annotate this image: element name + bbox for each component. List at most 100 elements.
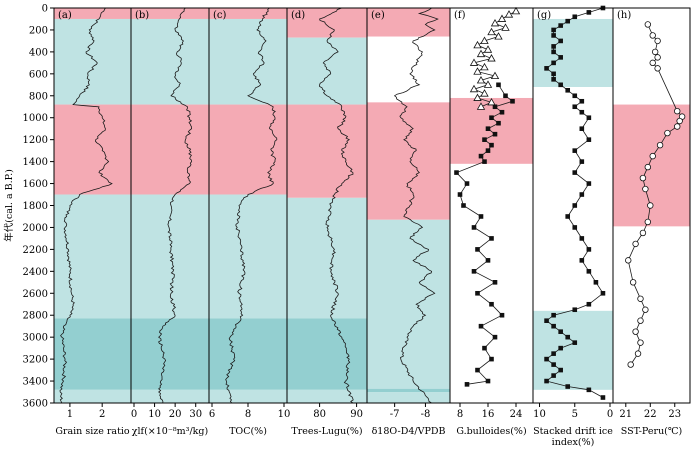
data-point-f-0-17 [483, 80, 493, 88]
band-b-1 [131, 18, 209, 105]
data-point-g-0-28 [579, 192, 585, 197]
data-point-h-0-19 [639, 229, 647, 237]
data-point-f-1-33 [485, 378, 491, 384]
data-point-f-1-3 [492, 104, 498, 110]
data-point-g-0-5 [551, 27, 556, 33]
y-tick-label-5: 1000 [23, 113, 48, 124]
y-tick-label-17: 3400 [23, 377, 48, 388]
axes-layer [50, 7, 691, 407]
data-point-g-0-40 [551, 312, 556, 318]
band-e-2 [367, 219, 450, 389]
y-tick-label-10: 2000 [23, 223, 48, 234]
x-axis-label-a: Grain size ratio [55, 426, 130, 437]
climate-bands-layer [54, 8, 690, 403]
data-point-g-0-20 [579, 109, 585, 115]
data-point-h-0-26 [632, 328, 639, 335]
data-point-g-0-21 [586, 115, 592, 121]
x-tick-label-c-1: 8 [245, 409, 251, 420]
data-point-h-0-5 [649, 59, 656, 67]
panel-label-b: (b) [135, 10, 149, 21]
x-tick-label-a-1: 2 [99, 409, 105, 420]
band-b-0 [131, 8, 209, 19]
data-point-h-0-28 [634, 350, 642, 357]
data-point-f-0-20 [473, 93, 482, 101]
data-point-h-0-9 [676, 117, 683, 125]
data-point-f-0-18 [469, 84, 479, 93]
data-point-f-1-26 [489, 301, 494, 307]
data-point-f-0-16 [476, 76, 486, 84]
band-f-0 [450, 97, 533, 164]
band-c-4 [209, 318, 287, 390]
panel-label-f: (f) [454, 10, 466, 21]
data-point-h-0-17 [647, 202, 654, 209]
data-point-f-0-9 [483, 45, 493, 53]
data-point-g-0-36 [593, 280, 599, 285]
data-point-f-1-23 [471, 269, 477, 274]
data-point-h-0-20 [632, 240, 639, 248]
y-tick-label-1: 200 [29, 25, 48, 36]
band-b-3 [131, 194, 209, 319]
data-point-g-0-31 [572, 225, 578, 230]
data-point-g-0-12 [544, 66, 549, 71]
data-point-g-0-47 [551, 351, 556, 356]
data-point-g-0-18 [579, 98, 585, 104]
data-point-g-0-6 [551, 33, 556, 38]
panel-label-g: (g) [537, 10, 551, 21]
data-point-f-0-6 [494, 32, 503, 40]
band-d-5 [287, 389, 367, 403]
data-point-f-1-31 [489, 356, 494, 362]
x-tick-label-g-0: 10 [533, 409, 546, 420]
series-line-d [319, 7, 354, 404]
data-point-f-0-21 [487, 97, 496, 106]
data-point-g-0-15 [558, 82, 563, 88]
data-point-f-1-32 [475, 367, 480, 373]
x-tick-label-c-2: 10 [278, 409, 291, 420]
data-point-g-0-27 [586, 181, 592, 186]
band-a-1 [54, 18, 131, 105]
x-axis-label-g: Stacked drift ice index(%) [533, 426, 613, 448]
data-point-f-1-0 [496, 82, 501, 88]
data-point-f-0-0 [511, 6, 521, 15]
data-point-f-1-34 [464, 382, 470, 387]
data-point-f-1-28 [478, 323, 484, 329]
data-point-f-0-3 [490, 18, 500, 27]
panel-label-d: (d) [291, 10, 305, 21]
data-point-f-0-8 [473, 40, 482, 49]
data-point-g-0-32 [579, 236, 585, 241]
data-point-g-0-10 [558, 55, 563, 60]
data-point-h-0-4 [654, 54, 661, 61]
data-point-h-0-6 [654, 65, 661, 72]
x-axis-label-c: TOC(%) [229, 426, 267, 437]
data-point-f-1-8 [492, 131, 498, 137]
series-line-b [158, 7, 193, 404]
y-tick-label-2: 400 [29, 47, 48, 58]
data-point-f-1-7 [485, 126, 491, 131]
data-point-h-0-14 [644, 163, 652, 171]
data-point-g-0-23 [586, 137, 592, 142]
x-tick-label-h-0: 21 [619, 409, 632, 420]
data-point-f-1-19 [471, 225, 477, 230]
data-point-f-1-9 [482, 137, 487, 142]
x-tick-label-f-1: 16 [482, 409, 495, 420]
data-point-g-0-42 [551, 323, 556, 329]
data-point-g-0-30 [565, 214, 571, 219]
x-tick-label-c-0: 6 [209, 409, 215, 420]
data-point-h-0-24 [642, 306, 649, 313]
band-c-0 [209, 8, 287, 19]
band-e-3 [367, 388, 450, 393]
band-a-3 [54, 194, 131, 319]
data-point-g-0-14 [551, 77, 556, 82]
data-point-g-0-22 [579, 126, 585, 131]
data-point-f-1-4 [499, 109, 505, 115]
data-point-g-0-48 [544, 356, 549, 362]
x-tick-label-f-0: 8 [457, 409, 463, 420]
y-tick-label-0: 0 [42, 4, 48, 15]
data-point-f-0-13 [480, 62, 489, 71]
x-tick-label-g-2: 0 [607, 409, 613, 420]
data-point-f-1-6 [496, 120, 501, 126]
x-tick-label-d-1: 90 [350, 409, 363, 420]
data-point-g-0-38 [586, 301, 592, 307]
data-point-g-0-9 [551, 49, 556, 55]
data-point-h-0-25 [637, 317, 644, 324]
